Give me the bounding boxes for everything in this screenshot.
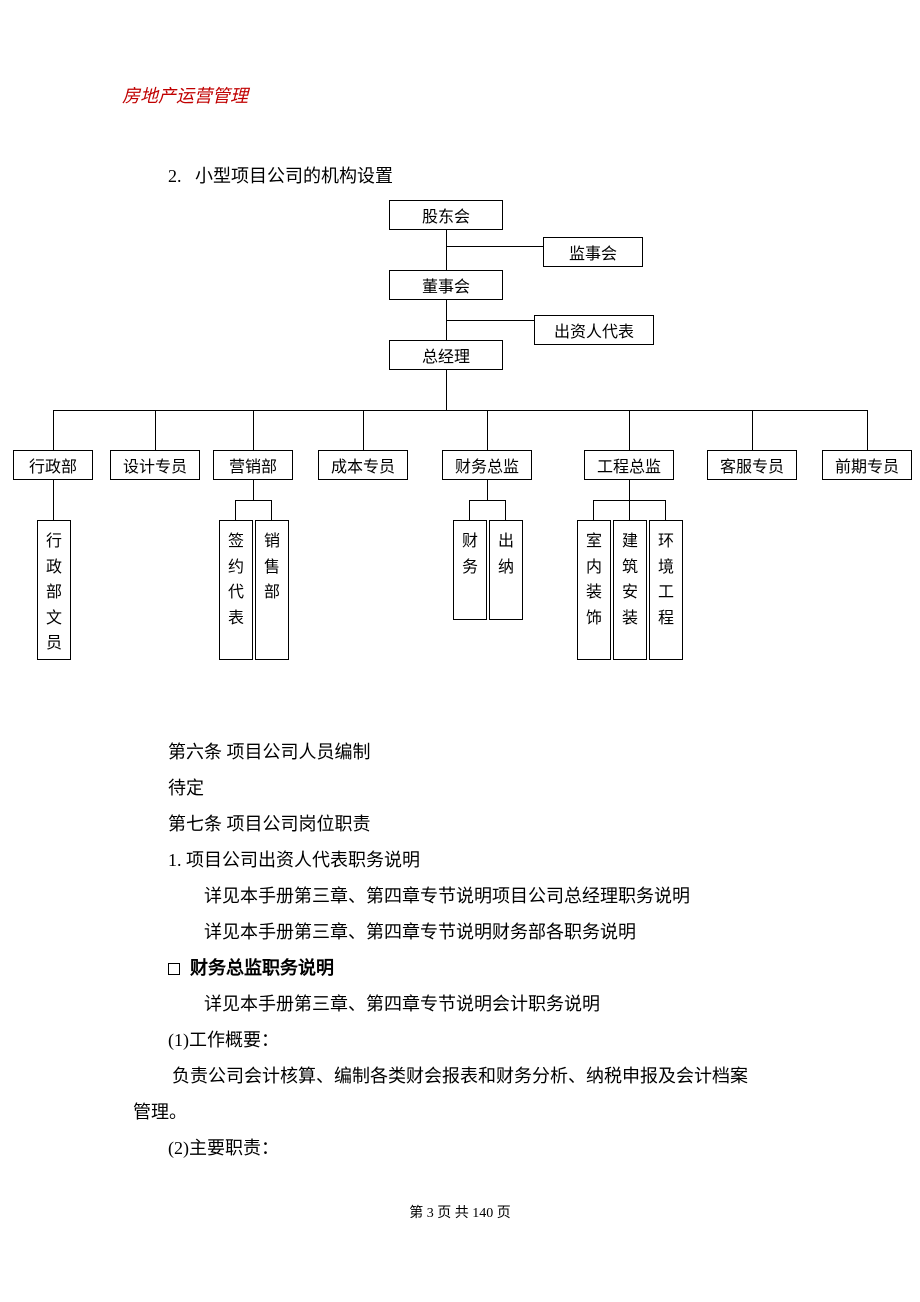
org-connector — [253, 480, 254, 500]
bullet-icon — [168, 963, 180, 975]
org-dept-preliminary: 前期专员 — [822, 450, 912, 480]
org-connector — [235, 500, 271, 501]
org-sub-sales-rep: 签约代表 — [219, 520, 253, 660]
org-connector — [53, 410, 867, 411]
org-node-shareholders: 股东会 — [389, 200, 503, 230]
org-connector — [155, 410, 156, 450]
work-summary-label: (1)工作概要： — [168, 1022, 279, 1058]
article-6-title: 第六条 项目公司人员编制 — [168, 734, 371, 770]
org-connector — [446, 370, 447, 410]
org-connector — [446, 230, 447, 270]
org-connector — [235, 500, 236, 520]
work-summary-line2: 管理。 — [133, 1094, 187, 1130]
main-duties-label: (2)主要职责： — [168, 1130, 279, 1166]
org-node-investor-rep: 出资人代表 — [534, 315, 654, 345]
org-sub-admin-clerk: 行政部文员 — [37, 520, 71, 660]
org-connector — [629, 500, 630, 520]
org-sub-finance-acc: 财务 — [453, 520, 487, 620]
org-connector — [505, 500, 506, 520]
org-connector — [593, 500, 594, 520]
org-connector — [867, 410, 868, 450]
org-connector — [271, 500, 272, 520]
finance-director-detail: 详见本手册第三章、第四章专节说明会计职务说明 — [204, 986, 600, 1022]
org-connector — [487, 410, 488, 450]
org-connector — [752, 410, 753, 450]
item-1-line2: 详见本手册第三章、第四章专节说明财务部各职务说明 — [204, 914, 636, 950]
org-node-board: 董事会 — [389, 270, 503, 300]
org-sub-sales-dept: 销售部 — [255, 520, 289, 660]
org-connector — [469, 500, 470, 520]
org-connector — [665, 500, 666, 520]
section-number: 2. — [168, 166, 182, 186]
org-sub-eng-interior: 室内装饰 — [577, 520, 611, 660]
article-7-title: 第七条 项目公司岗位职责 — [168, 806, 371, 842]
section-heading: 小型项目公司的机构设置 — [195, 166, 393, 186]
org-connector — [629, 410, 630, 450]
org-node-supervisors: 监事会 — [543, 237, 643, 267]
article-6-body: 待定 — [168, 770, 204, 806]
item-1-line1: 详见本手册第三章、第四章专节说明项目公司总经理职务说明 — [204, 878, 690, 914]
page-header: 房地产运营管理 — [122, 82, 248, 108]
org-sub-finance-cashier: 出纳 — [489, 520, 523, 620]
org-connector — [253, 410, 254, 450]
subsection-finance-director: 财务总监职务说明 — [168, 950, 334, 986]
org-sub-eng-env: 环境工程 — [649, 520, 683, 660]
org-connector — [363, 410, 364, 450]
org-dept-service: 客服专员 — [707, 450, 797, 480]
org-node-gm: 总经理 — [389, 340, 503, 370]
org-connector — [469, 500, 505, 501]
org-dept-cost: 成本专员 — [318, 450, 408, 480]
org-connector — [53, 480, 54, 520]
item-1-title: 1. 项目公司出资人代表职务说明 — [168, 842, 420, 878]
org-dept-engineer: 工程总监 — [584, 450, 674, 480]
org-dept-sales: 营销部 — [213, 450, 293, 480]
work-summary-line1: 负责公司会计核算、编制各类财会报表和财务分析、纳税申报及会计档案 — [172, 1058, 748, 1094]
org-connector — [53, 410, 54, 450]
org-dept-design: 设计专员 — [110, 450, 200, 480]
org-connector — [629, 480, 630, 500]
org-sub-eng-construct: 建筑安装 — [613, 520, 647, 660]
org-dept-admin: 行政部 — [13, 450, 93, 480]
org-dept-finance: 财务总监 — [442, 450, 532, 480]
subsection-finance-director-text: 财务总监职务说明 — [190, 958, 334, 978]
page-footer: 第 3 页 共 140 页 — [0, 1202, 920, 1222]
section-title: 2. 小型项目公司的机构设置 — [168, 162, 393, 188]
org-connector — [487, 480, 488, 500]
